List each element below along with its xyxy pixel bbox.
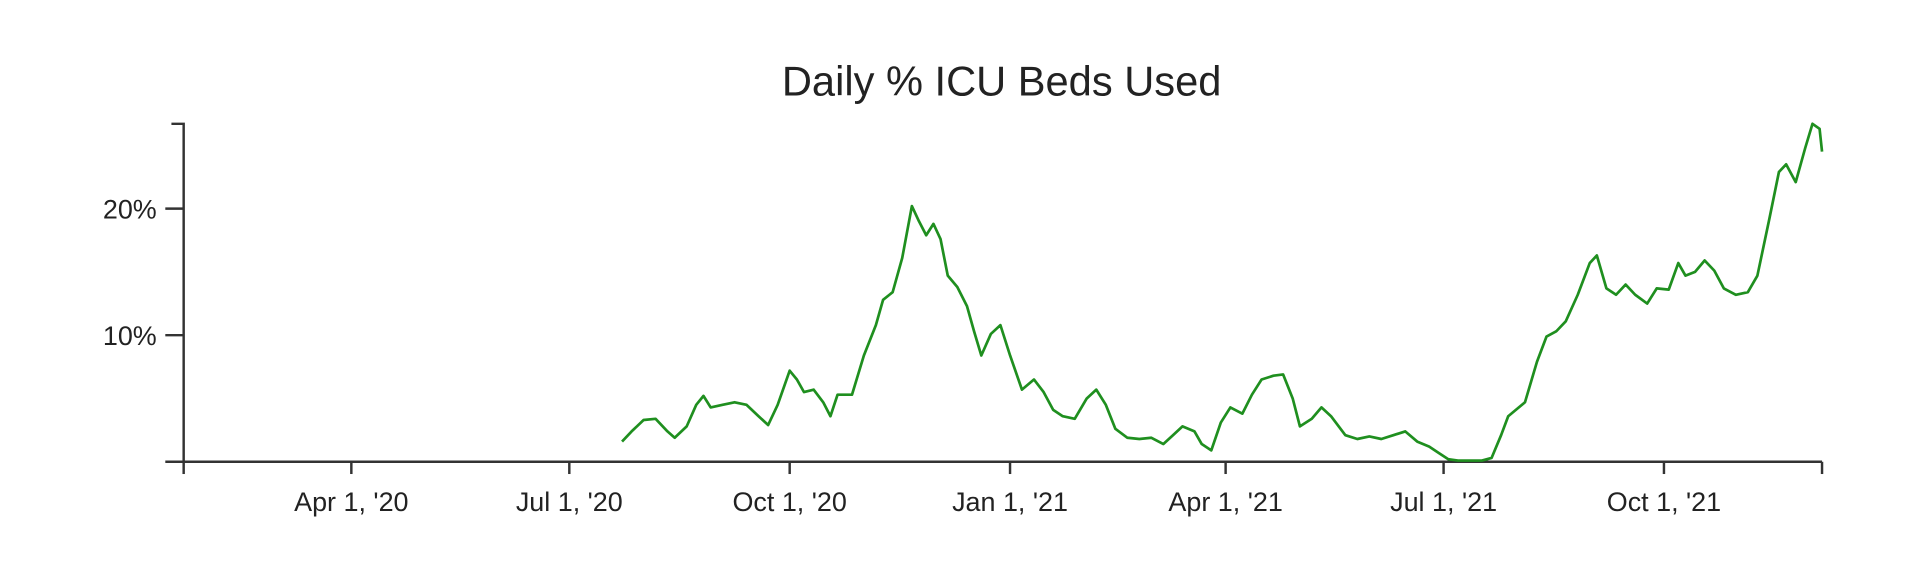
y-tick-label: 20% (103, 194, 157, 224)
y-tick-label: 10% (103, 321, 157, 351)
y-axis (165, 122, 185, 464)
x-tick-label: Jul 1, '21 (1390, 487, 1497, 517)
chart-title: Daily % ICU Beds Used (782, 58, 1222, 105)
line-series (621, 122, 1824, 462)
x-tick-label: Apr 1, '21 (1168, 487, 1282, 517)
x-tick-label: Oct 1, '21 (1607, 487, 1721, 517)
x-tick-label: Apr 1, '20 (294, 487, 408, 517)
x-tick-label: Jul 1, '20 (516, 487, 623, 517)
x-tick-label: Jan 1, '21 (952, 487, 1068, 517)
x-tick-label: Oct 1, '20 (732, 487, 846, 517)
